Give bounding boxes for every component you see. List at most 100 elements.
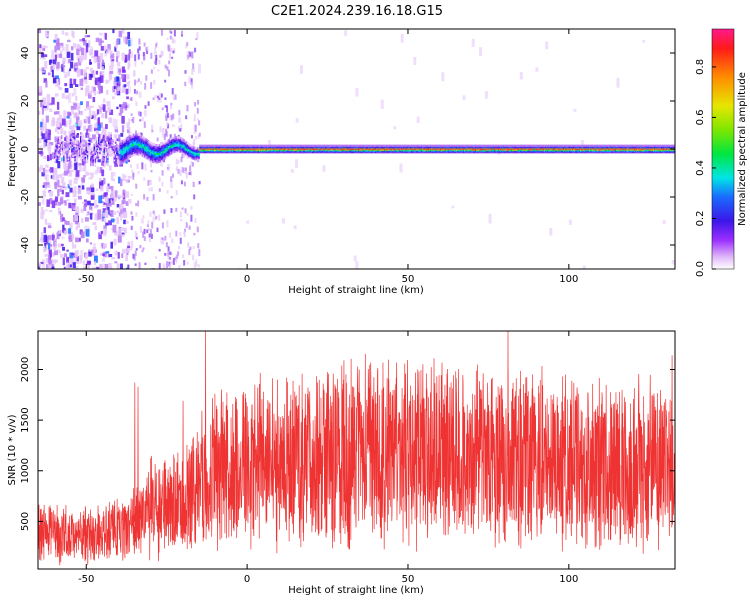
heat-cell [114, 46, 117, 52]
heat-cell [138, 133, 141, 137]
heat-cell [164, 97, 167, 100]
heat-cell [174, 144, 177, 148]
heat-cell [53, 238, 58, 242]
heat-cell [83, 175, 86, 178]
heat-cell [163, 209, 166, 214]
heat-cell [181, 139, 183, 142]
heat-cell [176, 148, 179, 151]
heat-cell [118, 84, 121, 89]
heat-cell [79, 142, 82, 145]
heat-cell [121, 73, 125, 79]
heat-cell [204, 144, 207, 147]
heat-cell [135, 145, 137, 148]
heat-cell [108, 138, 110, 141]
heat-cell [177, 144, 180, 147]
heat-cell [82, 55, 86, 61]
heat-cell [250, 144, 252, 147]
heat-cell [148, 155, 151, 158]
heat-cell [152, 144, 154, 148]
heat-cell [62, 173, 65, 176]
heat-cell [149, 211, 152, 217]
heat-cell [122, 207, 127, 213]
heat-cell [40, 206, 44, 214]
heat-cell [85, 43, 90, 48]
heat-cell [99, 181, 103, 189]
heat-cell [349, 144, 351, 147]
heat-cell [161, 151, 163, 154]
heat-cell [151, 221, 154, 229]
heat-cell [84, 154, 86, 157]
heat-cell [98, 143, 100, 146]
heat-cell [143, 177, 146, 181]
heat-cell [388, 144, 391, 147]
heat-cell [116, 76, 119, 81]
heat-cell [171, 150, 173, 153]
heat-cell [64, 147, 66, 150]
heat-cell [165, 153, 168, 156]
heat-cell [157, 161, 160, 164]
heat-cell [84, 52, 87, 60]
heat-cell [166, 167, 169, 170]
heat-cell [373, 144, 376, 147]
heat-cell [400, 33, 404, 43]
heat-cell [411, 144, 413, 147]
heat-cell [154, 47, 157, 51]
heat-cell [106, 101, 111, 107]
heat-cell [94, 50, 99, 57]
heat-cell [121, 157, 124, 160]
heat-cell [76, 154, 79, 157]
heat-cell [91, 152, 93, 155]
heat-cell [66, 143, 69, 150]
heat-cell [334, 144, 336, 147]
heat-cell [188, 151, 190, 154]
heat-cell [79, 137, 82, 140]
heat-cell [147, 141, 150, 145]
heat-cell [164, 146, 166, 149]
heat-cell [150, 52, 153, 59]
heat-cell [185, 172, 188, 179]
heat-cell [61, 93, 65, 99]
heat-cell [260, 144, 262, 147]
heat-cell [184, 208, 187, 214]
heat-cell [219, 144, 222, 147]
heat-cell [116, 81, 121, 86]
heat-cell [114, 141, 117, 144]
heat-cell [120, 195, 124, 198]
heat-cell [177, 159, 180, 164]
heat-cell [54, 154, 56, 157]
heat-cell [479, 47, 483, 57]
heat-cell [96, 122, 99, 126]
heat-cell [177, 139, 180, 142]
heat-cell [126, 154, 128, 157]
heat-cell [184, 151, 187, 155]
heat-cell [191, 152, 193, 155]
heat-cell [167, 44, 170, 51]
heat-cell [158, 97, 161, 100]
heat-cell [244, 144, 246, 147]
heat-cell [98, 86, 102, 94]
heat-cell [167, 149, 170, 153]
heat-cell [153, 79, 156, 85]
heat-cell [144, 137, 146, 140]
heat-cell [123, 158, 126, 161]
heat-cell [118, 68, 122, 73]
heat-cell [74, 155, 76, 158]
heat-cell [40, 212, 44, 220]
heat-cell [127, 103, 130, 109]
heat-cell [144, 148, 146, 151]
heat-cell [295, 144, 297, 147]
heat-cell [255, 144, 258, 147]
heat-cell [66, 256, 70, 263]
heat-cell [302, 144, 305, 147]
heat-cell [161, 107, 164, 111]
heat-cell [94, 127, 98, 132]
heat-cell [88, 147, 91, 151]
heat-cell [189, 148, 191, 151]
heat-cell [63, 158, 65, 161]
heat-cell [65, 135, 68, 143]
heat-cell [78, 162, 82, 166]
heat-cell [64, 142, 66, 145]
heat-cell [69, 142, 72, 145]
heat-cell [70, 169, 74, 173]
heat-cell [79, 138, 82, 141]
